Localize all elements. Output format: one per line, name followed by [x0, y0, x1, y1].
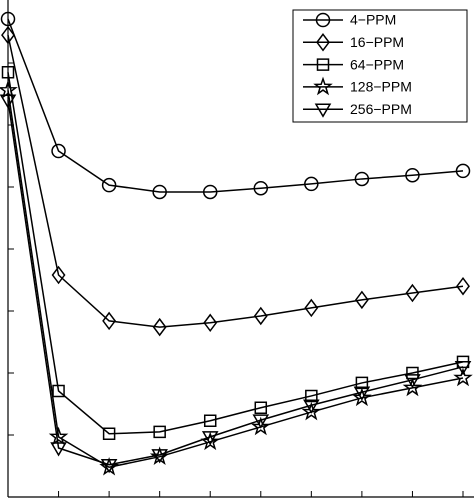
marker	[250, 416, 271, 436]
marker	[151, 449, 168, 464]
legend-marker	[314, 103, 332, 118]
marker	[402, 377, 423, 397]
marker	[52, 384, 65, 398]
legend-item: 4−PPM	[303, 12, 396, 28]
series-line	[7, 72, 464, 435]
legend-item: 16−PPM	[303, 33, 404, 52]
marker	[102, 311, 117, 331]
marker	[153, 425, 166, 439]
marker	[301, 401, 322, 421]
marker	[48, 426, 69, 446]
marker	[454, 361, 472, 376]
legend-marker	[315, 12, 331, 28]
marker	[304, 298, 319, 318]
marker	[202, 184, 218, 200]
marker	[50, 442, 67, 457]
marker	[152, 184, 167, 200]
marker	[304, 176, 319, 192]
marker	[354, 290, 369, 310]
marker	[405, 167, 420, 183]
marker	[0, 94, 17, 109]
marker	[456, 276, 470, 296]
marker	[51, 265, 66, 285]
legend-item: 64−PPM	[303, 56, 404, 72]
marker	[354, 171, 370, 187]
marker	[0, 79, 18, 99]
marker	[203, 313, 218, 333]
marker	[404, 374, 421, 389]
legend-label: 256−PPM	[350, 101, 412, 117]
marker	[203, 414, 217, 427]
marker	[102, 427, 116, 441]
marker	[1, 25, 15, 45]
series-line	[7, 34, 464, 328]
marker	[51, 143, 66, 159]
marker	[453, 367, 473, 387]
marker	[201, 431, 219, 446]
legend-item: 128−PPM	[303, 76, 412, 96]
marker	[253, 180, 269, 196]
marker	[253, 306, 268, 326]
series-line	[7, 100, 464, 466]
marker	[353, 386, 371, 401]
series-line	[7, 18, 464, 193]
marker	[0, 11, 16, 27]
legend-label: 4−PPM	[350, 12, 396, 28]
legend-label: 64−PPM	[350, 56, 404, 72]
marker	[101, 177, 117, 193]
legend-box	[292, 9, 468, 123]
marker	[252, 414, 270, 429]
legend-label: 16−PPM	[350, 34, 404, 50]
marker	[149, 446, 170, 466]
marker	[100, 459, 118, 474]
legend-marker	[316, 33, 330, 52]
legend-marker	[313, 76, 333, 96]
marker	[455, 163, 471, 179]
marker	[405, 283, 420, 303]
marker	[352, 387, 372, 407]
marker	[254, 401, 268, 414]
legend-marker	[316, 58, 330, 71]
legend-label: 128−PPM	[350, 79, 412, 95]
marker	[152, 317, 167, 337]
marker	[303, 399, 320, 414]
legend-item: 256−PPM	[303, 101, 412, 118]
marker	[1, 66, 15, 79]
series-line	[7, 90, 464, 469]
